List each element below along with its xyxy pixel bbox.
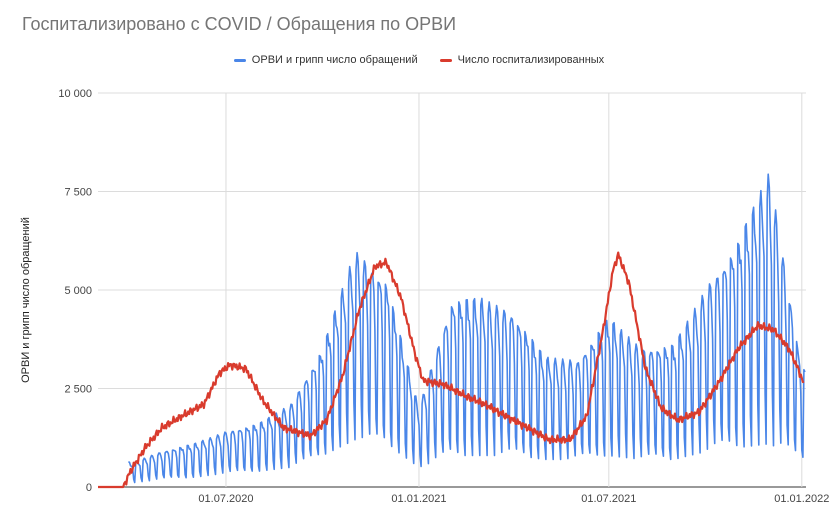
legend-item-hosp[interactable]: Число госпитализированных	[439, 54, 605, 66]
legend-swatch-hosp	[439, 58, 452, 62]
legend-label-orvi: ОРВИ и грипп число обращений	[251, 54, 418, 66]
y-tick-label: 10 000	[58, 88, 92, 100]
y-tick-label: 2 500	[64, 384, 92, 396]
y-tick-label: 5 000	[64, 285, 92, 297]
x-tick-label: 01.01.2021	[391, 493, 446, 505]
y-tick-label: 0	[86, 482, 92, 494]
legend-swatch-orvi	[233, 58, 246, 62]
x-tick-label: 01.07.2020	[198, 493, 253, 505]
legend-label-hosp: Число госпитализированных	[457, 54, 605, 66]
y-tick-label: 7 500	[64, 187, 92, 199]
series-line-hosp	[97, 251, 805, 489]
legend-item-orvi[interactable]: ОРВИ и грипп число обращений	[233, 54, 418, 66]
legend: ОРВИ и грипп число обращений Число госпи…	[0, 54, 838, 66]
x-tick-label: 01.07.2021	[581, 493, 636, 505]
x-tick-label: 01.01.2022	[774, 493, 829, 505]
chart-title: Госпитализировано с COVID / Обращения по…	[22, 14, 457, 34]
series-line-orvi	[128, 173, 806, 484]
